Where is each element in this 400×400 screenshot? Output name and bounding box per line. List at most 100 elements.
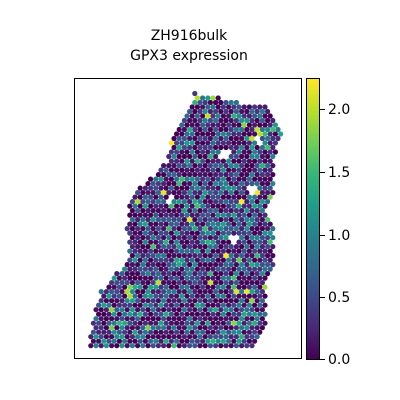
spot bbox=[192, 163, 198, 169]
spot bbox=[207, 343, 213, 349]
spot bbox=[171, 343, 177, 349]
spot bbox=[140, 208, 146, 214]
spot bbox=[218, 126, 224, 133]
spot bbox=[259, 163, 265, 169]
spot bbox=[194, 149, 200, 155]
spot bbox=[194, 230, 200, 236]
spot bbox=[249, 298, 255, 304]
spot bbox=[103, 307, 109, 313]
spot bbox=[239, 280, 245, 286]
spot bbox=[205, 104, 211, 110]
spot bbox=[171, 289, 177, 295]
spot bbox=[132, 203, 138, 209]
spot bbox=[127, 338, 133, 344]
spot bbox=[233, 298, 239, 304]
spot bbox=[137, 329, 143, 335]
spot bbox=[228, 108, 234, 115]
spot bbox=[189, 122, 195, 128]
spot bbox=[249, 316, 255, 322]
spot bbox=[140, 298, 146, 304]
spot bbox=[246, 140, 252, 146]
spot bbox=[200, 221, 206, 227]
spot bbox=[122, 311, 128, 317]
spot bbox=[132, 320, 138, 326]
spot bbox=[155, 307, 161, 313]
spot bbox=[184, 293, 190, 299]
spot bbox=[155, 334, 161, 340]
spot bbox=[192, 135, 198, 142]
spot bbox=[226, 266, 232, 272]
spot bbox=[233, 262, 239, 268]
spot bbox=[192, 235, 198, 241]
spot bbox=[111, 320, 117, 326]
spot bbox=[111, 311, 117, 317]
spot bbox=[153, 257, 159, 263]
spot bbox=[249, 244, 255, 250]
spot bbox=[202, 334, 208, 340]
spot bbox=[150, 226, 156, 232]
spot bbox=[184, 329, 190, 335]
spot bbox=[153, 239, 159, 245]
spot bbox=[267, 266, 273, 272]
spot bbox=[150, 307, 156, 313]
spot bbox=[213, 271, 219, 277]
spot bbox=[218, 117, 224, 124]
spot bbox=[231, 203, 237, 209]
spot bbox=[171, 144, 177, 151]
spot bbox=[155, 172, 161, 178]
spot bbox=[179, 248, 185, 254]
spot bbox=[236, 140, 242, 146]
spot bbox=[215, 230, 221, 236]
spot bbox=[153, 194, 159, 200]
spot bbox=[142, 203, 148, 209]
spot bbox=[257, 311, 263, 317]
spot bbox=[218, 172, 224, 178]
colorbar-tick-mark bbox=[320, 297, 325, 298]
spot bbox=[192, 343, 198, 349]
spot bbox=[249, 181, 255, 187]
spot bbox=[153, 203, 159, 209]
spot bbox=[252, 248, 258, 254]
spot bbox=[252, 230, 258, 236]
spot bbox=[241, 257, 247, 263]
spot bbox=[163, 176, 169, 182]
spot bbox=[168, 221, 174, 227]
spot bbox=[192, 307, 198, 313]
spot bbox=[220, 266, 226, 272]
spot bbox=[246, 239, 252, 245]
chart-title: ZH916bulk bbox=[150, 28, 228, 44]
spot bbox=[192, 325, 198, 331]
spot bbox=[124, 280, 130, 286]
spot bbox=[176, 253, 182, 259]
spot bbox=[194, 212, 200, 218]
spot bbox=[153, 248, 159, 254]
spot bbox=[249, 289, 255, 295]
spot bbox=[210, 176, 216, 182]
spot bbox=[189, 311, 195, 317]
spot bbox=[228, 298, 234, 304]
spot bbox=[155, 190, 161, 196]
spot bbox=[205, 203, 211, 209]
spot bbox=[233, 126, 239, 133]
spot bbox=[194, 113, 200, 119]
spot bbox=[184, 167, 190, 173]
spot bbox=[192, 117, 198, 124]
spot bbox=[259, 325, 265, 331]
spot bbox=[210, 230, 216, 236]
spot bbox=[119, 289, 125, 295]
spot bbox=[194, 158, 200, 164]
spot bbox=[205, 266, 211, 272]
spot bbox=[132, 239, 138, 245]
spot bbox=[202, 325, 208, 331]
spot bbox=[187, 163, 193, 169]
spot bbox=[137, 284, 143, 290]
spot bbox=[192, 271, 198, 277]
spot bbox=[192, 217, 198, 223]
spot bbox=[158, 239, 164, 245]
spot bbox=[241, 167, 247, 173]
spot bbox=[153, 329, 159, 335]
spot bbox=[241, 275, 247, 281]
spot bbox=[228, 262, 234, 268]
spot bbox=[171, 226, 177, 232]
spot bbox=[155, 235, 161, 241]
